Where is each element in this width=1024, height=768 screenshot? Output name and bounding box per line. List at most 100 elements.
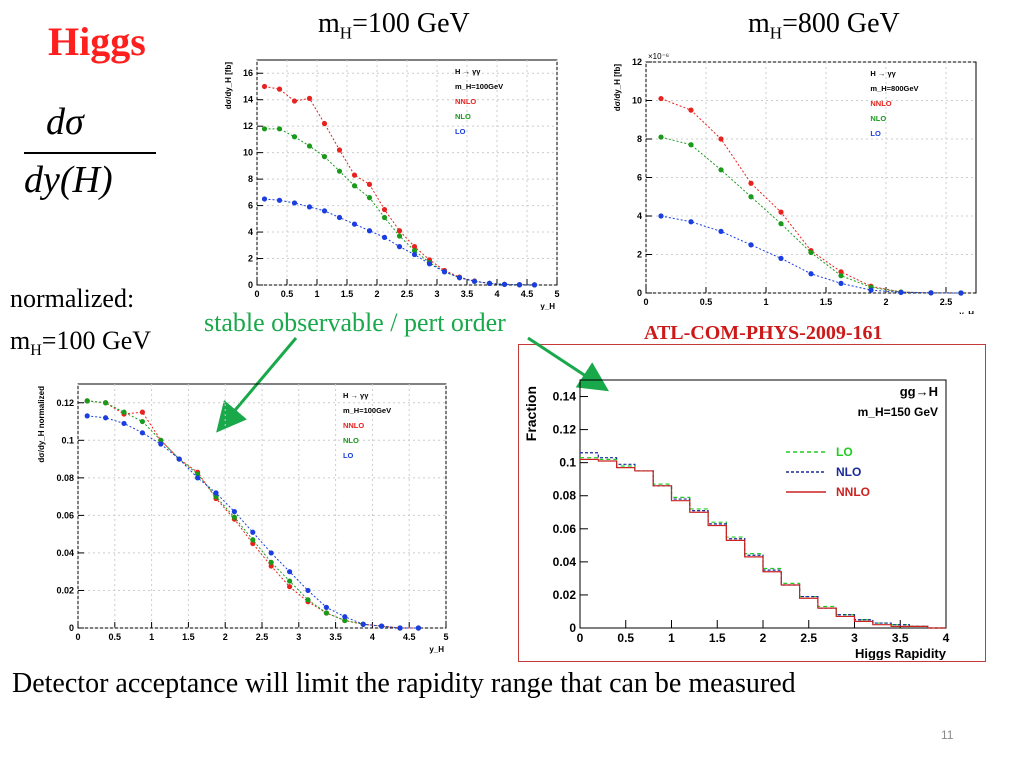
data-point-lo [287,569,293,575]
data-point-nlo [213,494,219,500]
legend-entry: NNLO [455,97,476,106]
x-axis-label: y_H [540,302,555,310]
y-axis-label: dσ/dy_H [fb] [613,64,622,112]
data-point-nnlo [718,136,724,142]
x-tick-label: 1 [668,631,675,645]
normalized-label: normalized: [10,284,135,313]
arrow-left [216,337,298,433]
data-point-lo [531,282,538,288]
y-tick-label: 10 [243,148,253,158]
data-point-lo [928,290,934,296]
series-line-nnlo [264,85,535,286]
data-point-lo [261,196,268,202]
data-point-nlo [268,559,274,565]
data-point-lo [291,200,298,206]
data-point-lo [336,214,343,221]
data-point-lo [381,234,388,240]
data-point-lo [441,269,448,275]
cross-section-fraction: dσ dy(H) [10,96,156,216]
data-point-lo [426,261,433,267]
x-tick-label: 0.5 [700,297,713,307]
x-tick-label: 1.5 [341,289,354,299]
data-point-nnlo [306,95,313,101]
y-tick-label: 0 [69,623,74,633]
data-point-nnlo [778,209,784,215]
data-point-nlo [838,273,844,279]
data-point-nnlo [396,228,403,234]
data-point-nnlo [688,107,694,113]
data-point-nnlo [287,584,293,590]
x-tick-label: 2.5 [800,631,817,645]
norm-mass-sub: H [30,342,42,360]
x-tick-label: 1 [149,632,154,642]
histogram-lo [580,457,946,629]
y-tick-label: 0.08 [553,489,577,503]
data-point-nlo [84,398,90,404]
data-point-nlo [231,514,237,520]
data-point-lo [321,208,328,214]
x-tick-label: 2.5 [256,632,269,642]
legend-entry: H → γγ [343,391,369,400]
x-tick-label: 0 [75,632,80,642]
legend-entry: NLO [455,112,471,121]
data-point-lo [268,550,274,556]
x-tick-label: 5 [443,632,448,642]
page-number: 11 [941,728,954,742]
x-tick-label: 1.5 [709,631,726,645]
data-point-lo [397,625,403,631]
data-point-lo [176,456,182,462]
y-tick-label: 0.06 [56,510,74,520]
legend-entry: H → γγ [870,69,896,78]
fraction-denominator: dy(H) [24,159,113,201]
data-point-nlo [121,409,127,415]
legend-entry: m_H=100GeV [455,82,503,91]
series-line-lo [264,198,535,286]
x-tick-label: 2 [223,632,228,642]
data-point-lo [471,278,478,284]
y-tick-label: 0.08 [56,473,74,483]
data-point-nnlo [381,206,388,213]
header-mass-800: mH=800 GeV [748,8,900,44]
header-left-suffix: =100 GeV [352,8,470,39]
data-point-nlo [261,126,268,132]
data-point-nnlo [139,409,145,415]
data-point-lo [360,621,366,627]
x-tick-label: 4.5 [521,289,534,299]
header-mass-100: mH=100 GeV [318,8,470,44]
x-tick-label: 1.5 [820,297,833,307]
x-tick-label: 0 [254,289,259,299]
legend-entry: LO [343,451,354,460]
data-point-nlo [778,221,784,227]
legend-entry: NNLO [343,421,364,430]
plot-process-label: gg→H [900,384,938,399]
data-point-nnlo [748,180,754,186]
data-point-lo [342,614,348,620]
histogram-nlo [580,452,946,629]
x-tick-label: 4 [943,631,950,645]
y-tick-label: 10 [632,96,642,106]
data-point-nnlo [250,540,256,547]
data-point-nlo [195,471,201,477]
x-tick-label: 3 [851,631,858,645]
data-point-lo [456,275,463,281]
x-tick-label: 3.5 [892,631,909,645]
x-tick-label: 3 [296,632,301,642]
x-tick-label: 0.5 [617,631,634,645]
data-point-lo [276,197,283,203]
data-point-nlo [139,418,145,425]
data-point-nlo [381,214,388,221]
data-point-nnlo [321,120,328,127]
y-tick-label: 0.04 [56,548,74,558]
y-tick-label: 0.06 [553,522,577,536]
data-point-lo [778,255,784,261]
data-point-lo [366,228,373,234]
data-point-lo [306,204,313,210]
series-line-nlo [87,400,419,629]
y-tick-label: 0 [248,280,253,290]
reference-label: ATL-COM-PHYS-2009-161 [644,322,883,344]
data-point-lo [396,244,403,250]
fraction-numerator: dσ [46,101,84,143]
y-axis-label: dσ/dy_H normalized [37,386,46,463]
norm-mass-prefix: m [10,326,31,355]
data-point-lo [898,289,904,296]
